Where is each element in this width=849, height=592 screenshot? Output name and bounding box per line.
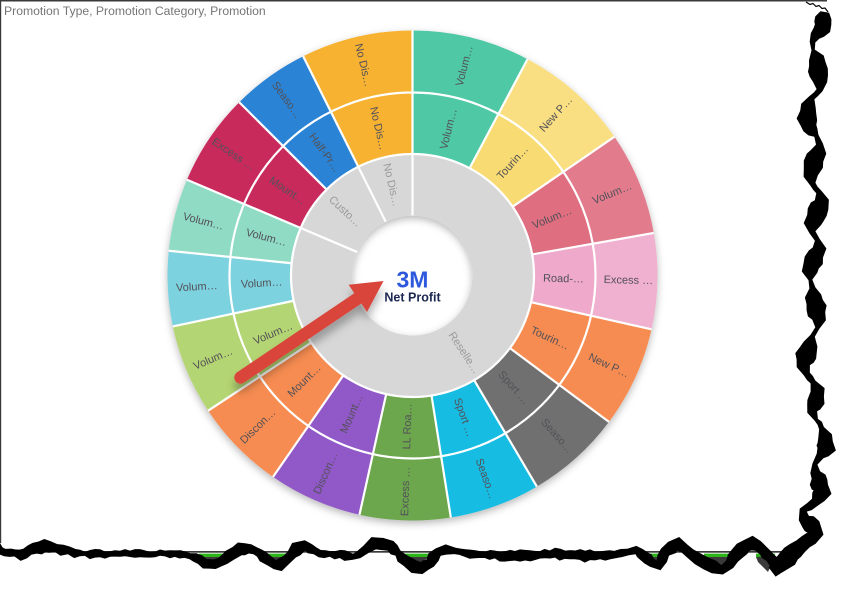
- svg-text:Volum…: Volum…: [241, 277, 283, 291]
- svg-text:Volum…: Volum…: [176, 280, 218, 294]
- svg-text:3M: 3M: [397, 267, 429, 293]
- svg-text:Excess …: Excess …: [604, 274, 654, 287]
- svg-text:LL Roa…: LL Roa…: [401, 403, 414, 449]
- svg-text:Promotion Type, Promotion Cate: Promotion Type, Promotion Category, Prom…: [4, 4, 266, 18]
- svg-text:Road-…: Road-…: [543, 273, 584, 286]
- svg-text:Net Profit: Net Profit: [384, 291, 441, 305]
- svg-text:Excess …: Excess …: [399, 466, 413, 516]
